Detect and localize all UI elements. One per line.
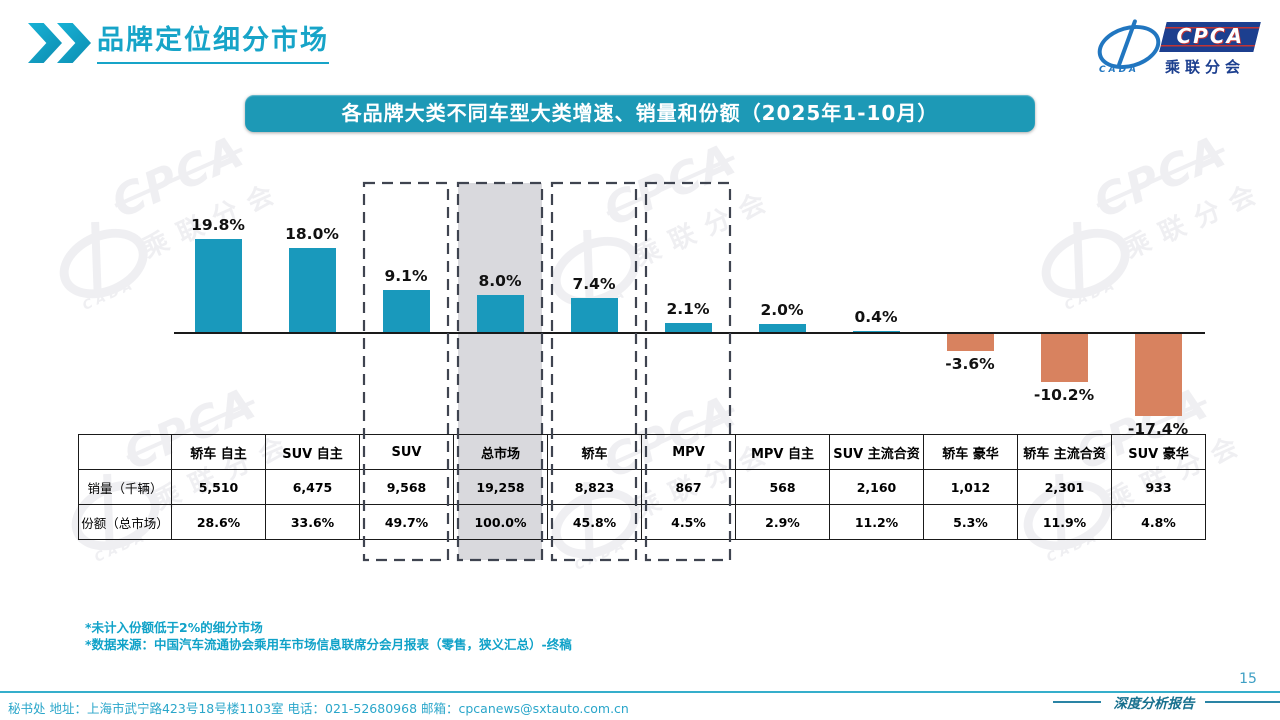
table-cell: 568	[735, 469, 830, 505]
report-divider-line	[1053, 701, 1101, 703]
bar-轿车	[570, 297, 618, 333]
table-cell: 5,510	[171, 469, 266, 505]
market-table-wrap: 轿车 自主 SUV 自主 SUV 总市场 轿车 MPV MPV 自主 SUV 主流合资 轿车 豪…	[78, 434, 1206, 540]
cpca-label: CPCA	[1176, 24, 1244, 48]
table-cell: 19,258	[453, 469, 548, 505]
table-cell: 4.5%	[641, 504, 736, 540]
bar-总市场	[476, 295, 524, 333]
table-corner-cell	[78, 434, 172, 470]
footnotes: *未计入份额低于2%的细分市场 *数据来源：中国汽车流通协会乘用车市场信息联席分…	[85, 619, 572, 653]
table-row: 销量（千辆） 5,510 6,475 9,568 19,258 8,823 867 568 2,…	[78, 469, 1206, 505]
page-title: 品牌定位细分市场	[97, 23, 329, 64]
bar-SUV 豪华	[1134, 334, 1182, 417]
table-cell: 9,568	[359, 469, 454, 505]
table-header-MPV: MPV	[641, 434, 736, 470]
chart-title-banner: 各品牌大类不同车型大类增速、销量和份额（2025年1-10月）	[245, 95, 1035, 132]
x-axis-line	[174, 332, 1205, 334]
table-header-SUV 豪华: SUV 豪华	[1111, 434, 1206, 470]
bar-MPV 自主	[758, 323, 806, 333]
table-cell: 11.2%	[829, 504, 924, 540]
table-cell: 49.7%	[359, 504, 454, 540]
table-header-轿车: 轿车	[547, 434, 642, 470]
table-cell: 33.6%	[265, 504, 360, 540]
table-header-轿车 豪华: 轿车 豪华	[923, 434, 1018, 470]
page-number: 15	[1239, 671, 1257, 687]
table-cell: 2,301	[1017, 469, 1112, 505]
table-cell: 4.8%	[1111, 504, 1206, 540]
bar-value-label: -3.6%	[945, 355, 995, 374]
cpca-logo: CADA CPCA 乘联分会	[1092, 17, 1263, 78]
bar-SUV	[382, 289, 430, 333]
bar-value-label: -17.4%	[1127, 420, 1189, 439]
table-cell: 28.6%	[171, 504, 266, 540]
table-header-轿车 自主: 轿车 自主	[171, 434, 266, 470]
table-cell: 867	[641, 469, 736, 505]
table-cell: 45.8%	[547, 504, 642, 540]
bar-轿车 自主	[194, 239, 242, 333]
bar-value-label: -10.2%	[1033, 386, 1095, 405]
cada-label: CADA	[1099, 65, 1140, 75]
footnote: *数据来源：中国汽车流通协会乘用车市场信息联席分会月报表（零售，狭义汇总）-终稿	[85, 637, 572, 652]
bar-轿车 主流合资	[1040, 334, 1088, 383]
footer-contact: 秘书处 地址：上海市武宁路423号18号楼1103室 电话：021-526809…	[8, 701, 629, 716]
double-chevron-right-icon	[28, 23, 62, 63]
table-cell: 1,012	[923, 469, 1018, 505]
report-type-label: 深度分析报告	[1113, 696, 1195, 712]
table-cell: 2.9%	[735, 504, 830, 540]
cpca-badge: CPCA	[1159, 22, 1261, 52]
table-cell: 8,823	[547, 469, 642, 505]
bar-轿车 豪华	[946, 334, 994, 352]
bar-value-label: 18.0%	[285, 224, 339, 243]
table-cell: 933	[1111, 469, 1206, 505]
table-row-label: 份额（总市场）	[78, 504, 172, 540]
bar-value-label: 8.0%	[478, 272, 522, 291]
table-cell: 11.9%	[1017, 504, 1112, 540]
bar-value-label: 2.0%	[760, 300, 804, 319]
table-header-SUV 自主: SUV 自主	[265, 434, 360, 470]
bar-value-label: 0.4%	[854, 308, 898, 327]
bar-SUV 自主	[288, 247, 336, 333]
table-header-SUV 主流合资: SUV 主流合资	[829, 434, 924, 470]
table-header-总市场: 总市场	[453, 434, 548, 470]
cpca-subtitle: 乘联分会	[1165, 58, 1246, 76]
footer-rule	[0, 691, 1280, 693]
market-table: 轿车 自主 SUV 自主 SUV 总市场 轿车 MPV MPV 自主 SUV 主流合资 轿车 豪…	[78, 434, 1206, 540]
table-cell: 100.0%	[453, 504, 548, 540]
footnote: *未计入份额低于2%的细分市场	[85, 620, 263, 635]
table-header-MPV 自主: MPV 自主	[735, 434, 830, 470]
bar-value-label: 19.8%	[191, 216, 245, 235]
bar-value-label: 2.1%	[666, 300, 710, 319]
table-cell: 5.3%	[923, 504, 1018, 540]
table-row: 份额（总市场） 28.6% 33.6% 49.7% 100.0% 45.8% 4.5% 2.9…	[78, 504, 1206, 540]
report-divider-line	[1205, 701, 1280, 703]
table-row-label: 销量（千辆）	[78, 469, 172, 505]
bar-value-label: 9.1%	[384, 266, 428, 285]
table-cell: 2,160	[829, 469, 924, 505]
table-header-轿车 主流合资: 轿车 主流合资	[1017, 434, 1112, 470]
double-chevron-right-icon	[57, 23, 91, 63]
table-header-SUV: SUV	[359, 434, 454, 470]
bar-value-label: 7.4%	[572, 274, 616, 293]
table-cell: 6,475	[265, 469, 360, 505]
